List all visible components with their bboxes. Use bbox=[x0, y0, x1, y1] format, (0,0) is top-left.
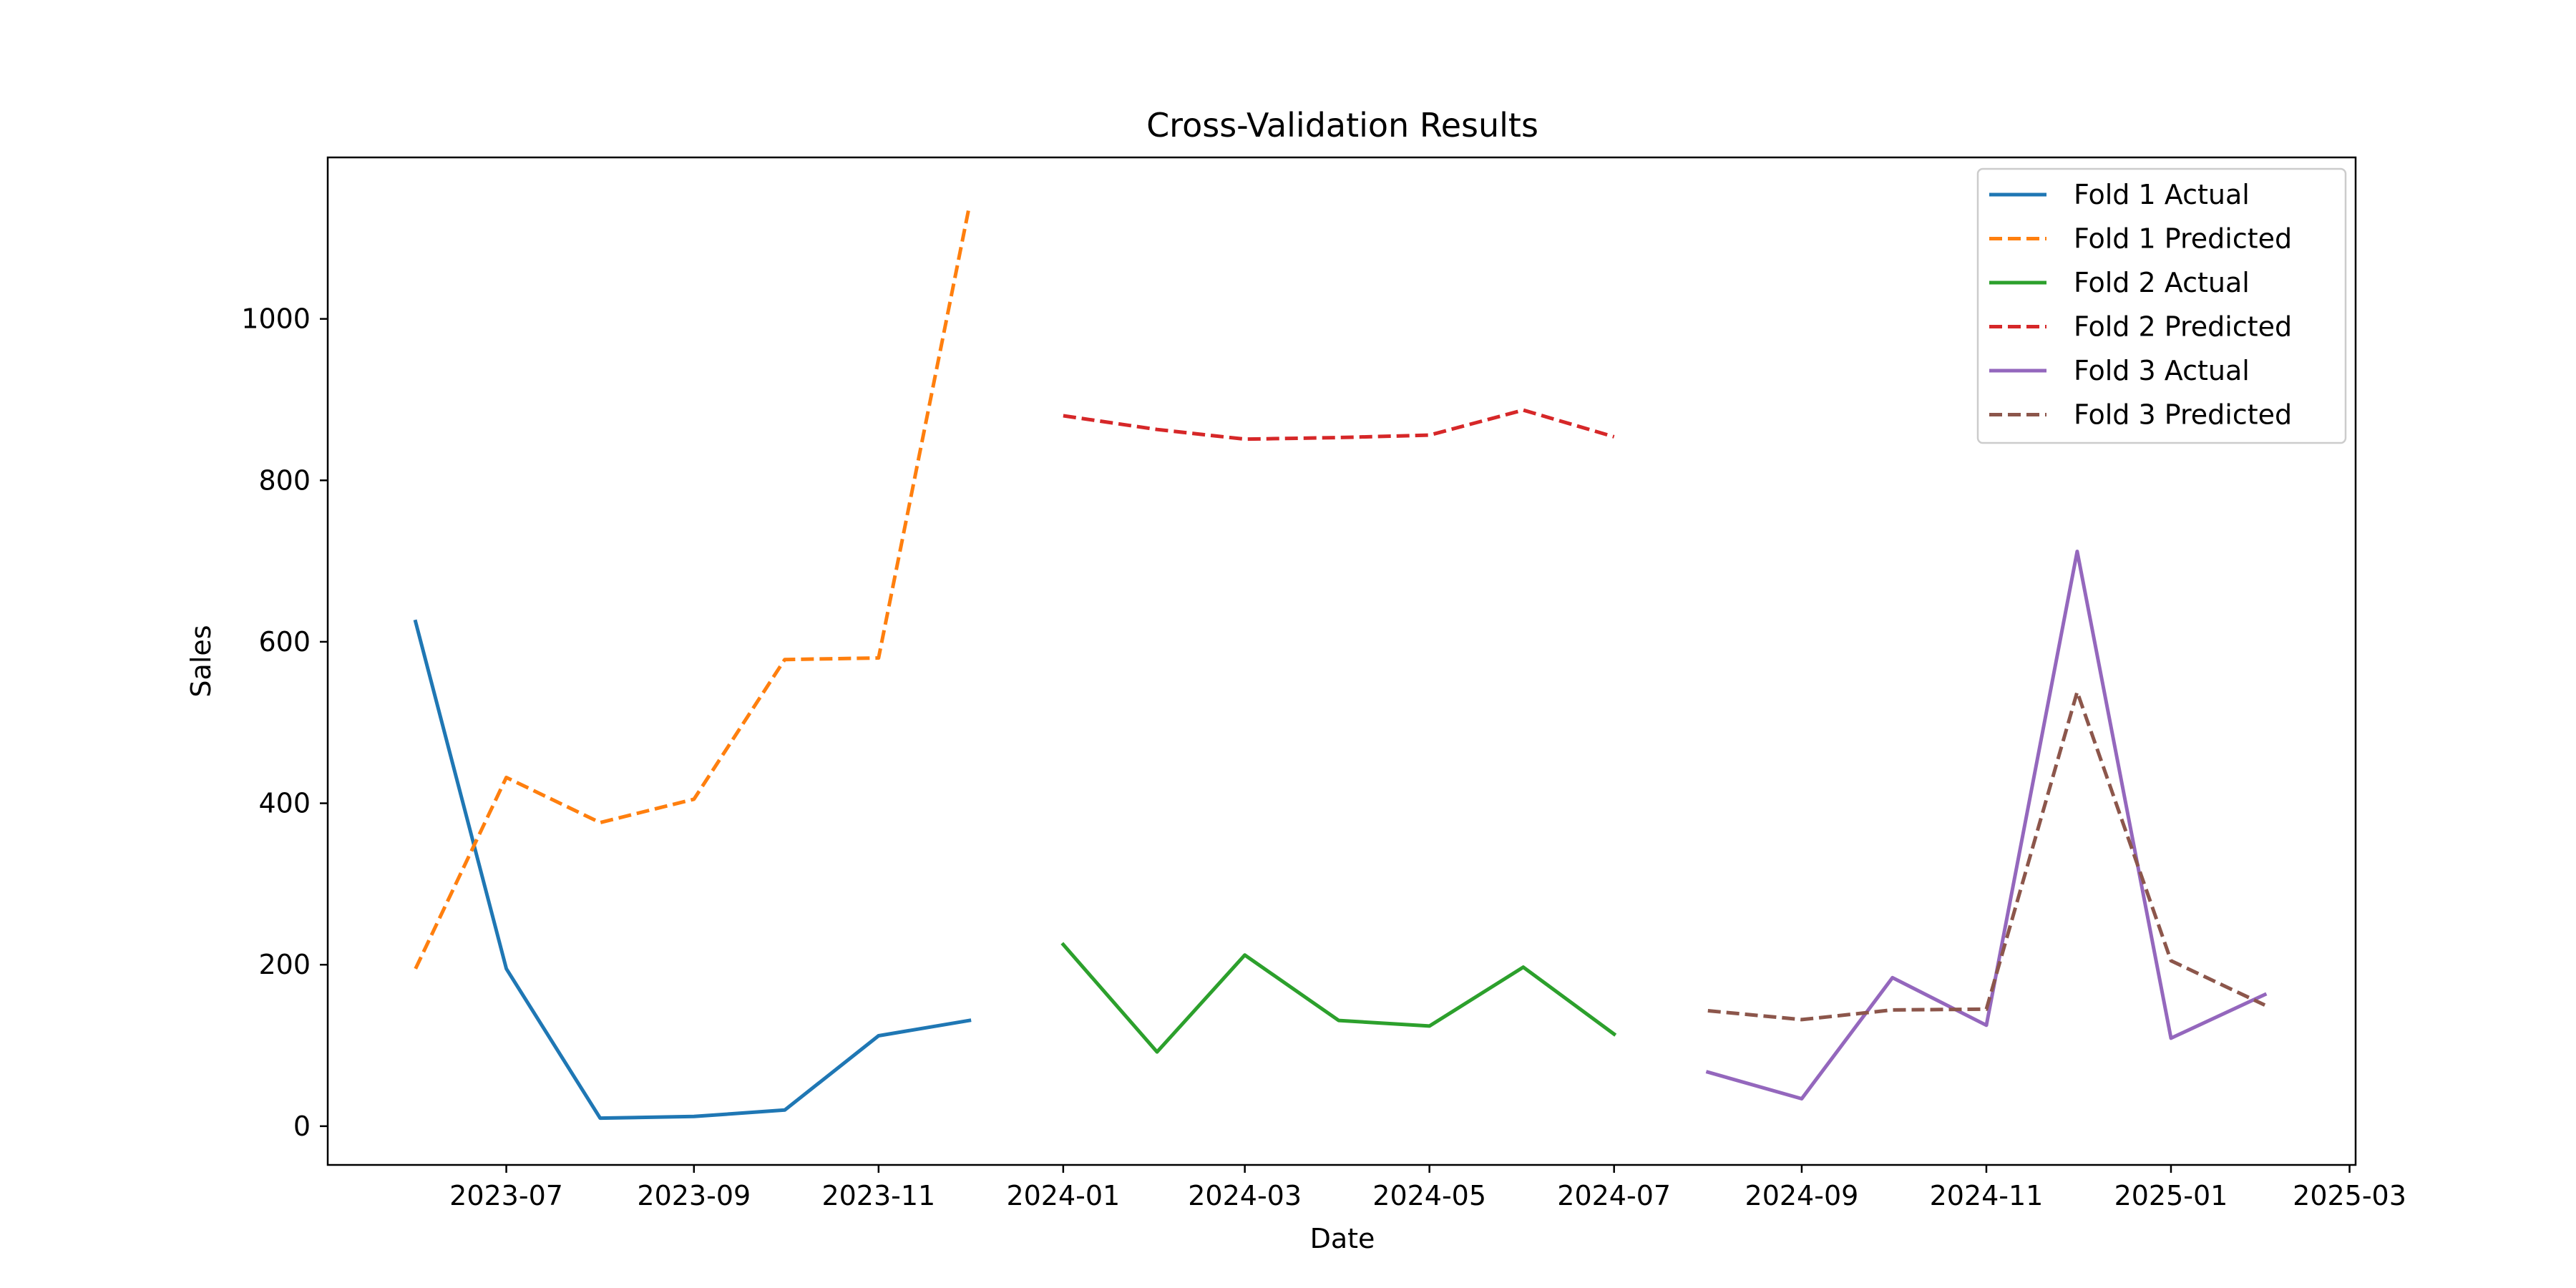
x-axis-label: Date bbox=[1310, 1223, 1375, 1254]
legend-box bbox=[1976, 167, 2347, 444]
x-tick-label: 2025-01 bbox=[2114, 1180, 2228, 1211]
legend-label-5: Fold 3 Actual bbox=[2074, 355, 2250, 386]
x-tick-label: 2025-03 bbox=[2293, 1180, 2406, 1211]
legend-label-1: Fold 1 Actual bbox=[2074, 179, 2250, 210]
y-tick-label: 600 bbox=[258, 626, 311, 658]
legend-label-4: Fold 2 Predicted bbox=[2074, 311, 2292, 343]
series-line-4 bbox=[1063, 408, 1615, 441]
x-tick-label: 2024-07 bbox=[1557, 1180, 1671, 1211]
series-line-6 bbox=[1707, 690, 2266, 1022]
chart-title: Cross-Validation Results bbox=[1146, 106, 1538, 145]
series-line-1 bbox=[413, 619, 972, 1121]
series-line-3 bbox=[1060, 942, 1617, 1054]
series-line-2 bbox=[414, 205, 972, 970]
x-tick-label: 2023-09 bbox=[637, 1180, 751, 1211]
y-tick-label: 400 bbox=[258, 788, 311, 819]
y-tick-label: 800 bbox=[258, 464, 311, 496]
legend: Fold 1 Actual Fold 1 Predicted Fold 2 Actu… bbox=[1976, 167, 2347, 444]
x-tick-label: 2024-05 bbox=[1372, 1180, 1486, 1211]
y-axis-ticks: 0 200 400 600 800 1000 bbox=[241, 303, 328, 1142]
x-tick-label: 2024-11 bbox=[1930, 1180, 2044, 1211]
x-tick-label: 2024-03 bbox=[1188, 1180, 1302, 1211]
series-line-5 bbox=[1705, 550, 2268, 1101]
legend-label-2: Fold 1 Predicted bbox=[2074, 223, 2292, 255]
x-tick-label: 2023-11 bbox=[821, 1180, 935, 1211]
plot-frame bbox=[326, 156, 2357, 1166]
y-tick-label: 0 bbox=[293, 1111, 311, 1142]
x-axis-ticks: 2023-07 2023-09 2023-11 2024-01 2024-03 2024-… bbox=[449, 1165, 2406, 1211]
legend-label-6: Fold 3 Predicted bbox=[2074, 399, 2292, 431]
legend-label-3: Fold 2 Actual bbox=[2074, 267, 2250, 298]
x-tick-label: 2024-09 bbox=[1745, 1180, 1859, 1211]
y-tick-label: 200 bbox=[258, 949, 311, 980]
series-layer bbox=[413, 205, 2268, 1121]
y-tick-label: 1000 bbox=[241, 303, 311, 335]
x-tick-label: 2024-01 bbox=[1006, 1180, 1120, 1211]
y-axis-label: Sales bbox=[185, 625, 217, 697]
x-tick-label: 2023-07 bbox=[449, 1180, 563, 1211]
